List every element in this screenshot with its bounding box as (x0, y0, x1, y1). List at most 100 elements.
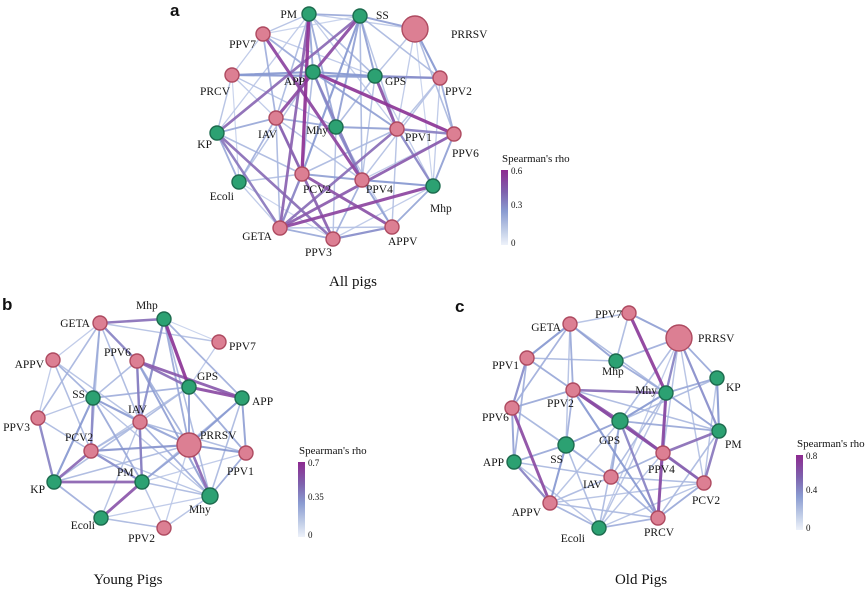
edge-KP-PPV3 (215, 131, 335, 241)
edge-PCV2-PRCV (657, 482, 705, 519)
node-PCV2 (696, 475, 712, 491)
edge-PM-PRCV (657, 430, 720, 519)
edge-PPV7-GETA (99, 322, 220, 343)
node-PPV3 (30, 410, 46, 426)
edge-PRCV-KP (216, 74, 233, 134)
panel-a-letter: a (170, 1, 180, 20)
node-Ecoli (231, 174, 247, 190)
node-label-PPV3: PPV3 (305, 247, 332, 259)
node-label-GPS: GPS (385, 76, 406, 88)
node-label-IAV: IAV (128, 404, 148, 416)
edge-PCV2-Mhy (90, 450, 211, 497)
node-GPS (181, 379, 197, 395)
node-PM (711, 423, 727, 439)
legend-b-tick-min: 0 (308, 530, 313, 540)
node-label-PM: PM (280, 9, 297, 21)
node-PRCV (650, 510, 666, 526)
edge-APPV-PPV3 (331, 225, 394, 241)
node-APP (506, 454, 522, 470)
node-PRRSV (665, 324, 693, 352)
edge-PCV2-PM (702, 429, 721, 485)
node-APPV (384, 219, 400, 235)
node-Ecoli (93, 510, 109, 526)
node-PPV4 (354, 172, 370, 188)
edge-GETA-IAV (99, 322, 141, 423)
node-GETA (562, 316, 578, 332)
node-PPV2 (432, 70, 448, 86)
edge-PPV7-GPS (188, 341, 220, 388)
node-label-PPV4: PPV4 (648, 464, 675, 476)
edge-APP-APPV (512, 460, 552, 505)
node-Mhp (156, 311, 172, 327)
edge-SS-KP (215, 14, 362, 135)
node-label-PPV1: PPV1 (405, 132, 432, 144)
legend-a-title: Spearman's rho (502, 153, 570, 165)
edge-APP-Ecoli (513, 461, 600, 529)
edge-PPV2-PRRSV (163, 444, 190, 529)
edge-Mhy-PPV1 (209, 452, 247, 497)
edge-Mhp-APPV (391, 185, 434, 228)
node-Mhy (658, 385, 674, 401)
edge-APP-PPV6 (511, 407, 515, 463)
edge-APPV-IAV (52, 359, 141, 423)
node-APPV (542, 495, 558, 511)
node-label-PPV2: PPV2 (547, 398, 574, 410)
edge-IAV-GPS (610, 420, 621, 478)
node-PPV6 (446, 126, 462, 142)
edge-Mhy-PPV1 (335, 126, 398, 130)
node-GETA (272, 220, 288, 236)
node-label-PM: PM (725, 439, 742, 451)
edge-PCV2-PPV4 (301, 173, 363, 181)
node-label-APP: APP (252, 396, 273, 408)
node-Mhy (328, 119, 344, 135)
node-label-APPV: APPV (512, 507, 542, 519)
edge-GETA-PPV1 (278, 127, 399, 230)
panel-a-caption: All pigs (329, 274, 377, 290)
edge-GETA-PPV6 (98, 321, 139, 363)
edge-PM-PPV2 (141, 481, 165, 529)
node-label-APP: APP (284, 76, 305, 88)
edge-IAV-Mhy (139, 421, 211, 497)
node-IAV (132, 414, 148, 430)
edge-Mhy-Ecoli (598, 392, 667, 529)
node-label-Ecoli: Ecoli (210, 191, 234, 203)
edge-PM-Mhy (308, 13, 337, 128)
legend-panel-c: Spearman's rho 0.8 0.4 0 (793, 438, 865, 543)
node-label-PRRSV: PRRSV (698, 333, 735, 345)
network-panel-b: Mhp GETA PPV7 PPV6 APPV GPS SS APP IAV PPV3 PCV2 PR… (3, 300, 273, 545)
node-PPV6 (129, 353, 145, 369)
edge-APPV-Ecoli (549, 502, 600, 529)
edge-GETA-APPV (279, 226, 393, 229)
node-label-PCV2: PCV2 (692, 495, 720, 507)
edge-SS-GPS (92, 386, 190, 399)
edge-PRRSV-PM (677, 336, 721, 433)
node-label-Mhy: Mhy (189, 504, 211, 516)
edge-PPV3-SS (37, 397, 94, 419)
node-label-GETA: GETA (531, 322, 561, 334)
node-label-APPV: APPV (15, 359, 45, 371)
node-PPV2 (156, 520, 172, 536)
edge-SS-APP (513, 444, 567, 463)
node-PPV4 (655, 445, 671, 461)
edge-PRRSV-Mhp (414, 28, 434, 187)
edge-PPV2-PRCV (571, 388, 660, 520)
legend-a-tick-min: 0 (511, 238, 516, 248)
edge-PPV2-Mhy (571, 388, 668, 395)
edge-Ecoli-KP (216, 132, 240, 183)
edge-PPV7-GETA (569, 312, 630, 325)
node-label-PPV7: PPV7 (229, 341, 256, 353)
node-label-APP: APP (483, 457, 504, 469)
node-GPS (611, 412, 629, 430)
edge-APP-PPV1 (241, 397, 247, 454)
edge-Ecoli-PPV2 (100, 517, 165, 529)
node-label-PCV2: PCV2 (303, 184, 331, 196)
edge-PM-GPS (308, 13, 376, 77)
node-label-PPV6: PPV6 (452, 148, 479, 160)
node-label-PPV7: PPV7 (595, 309, 622, 321)
edge-PPV1-PPV6 (395, 127, 456, 136)
node-PPV3 (325, 231, 341, 247)
edge-GETA-PPV2 (569, 323, 574, 391)
edge-PM-GPS (619, 420, 720, 432)
legend-panel-b: Spearman's rho 0.7 0.35 0 (295, 445, 385, 550)
legend-c-tick-max: 0.8 (806, 451, 818, 461)
